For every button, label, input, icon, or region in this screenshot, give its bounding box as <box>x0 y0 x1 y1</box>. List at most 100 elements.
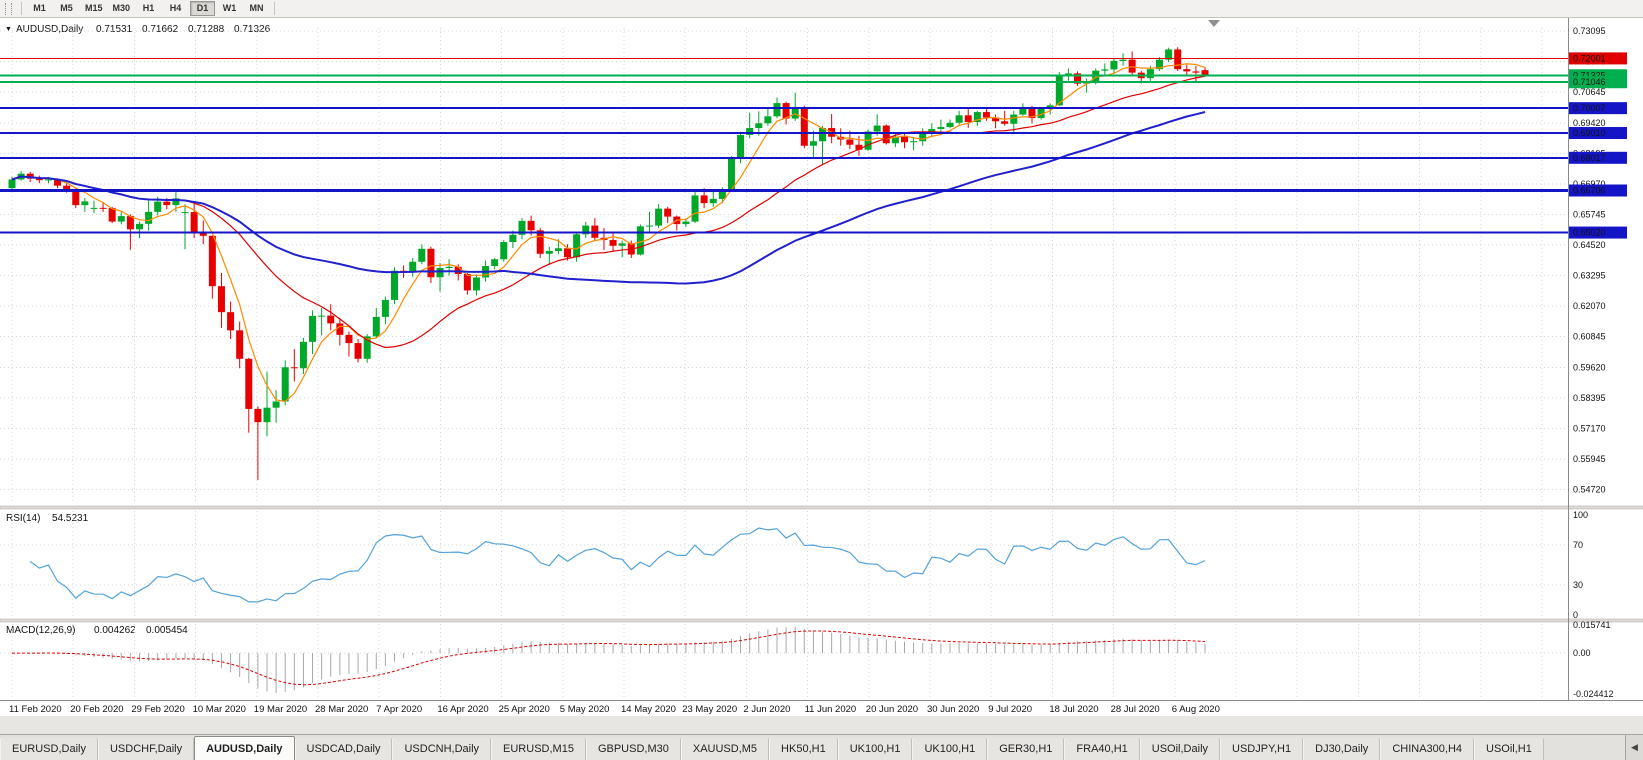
svg-text:28 Jul 2020: 28 Jul 2020 <box>1111 704 1160 715</box>
svg-text:0.70645: 0.70645 <box>1573 87 1606 97</box>
svg-text:0.54720: 0.54720 <box>1573 485 1606 495</box>
period-m30-button[interactable]: M30 <box>109 1 135 16</box>
grid-lines <box>0 28 1568 698</box>
tab-ger30-h1[interactable]: GER30,H1 <box>987 738 1065 760</box>
rsi-axis-labels: 100 70 30 0 <box>1573 510 1588 620</box>
moving-average-line <box>11 63 1206 403</box>
svg-text:16 Apr 2020: 16 Apr 2020 <box>437 704 488 715</box>
svg-text:20 Feb 2020: 20 Feb 2020 <box>70 704 123 715</box>
svg-text:11 Jun 2020: 11 Jun 2020 <box>805 704 857 715</box>
chart-shift-marker-icon[interactable] <box>1208 20 1220 27</box>
svg-text:0.69420: 0.69420 <box>1573 118 1606 128</box>
ohlc-open-value: 0.71531 <box>96 24 133 35</box>
svg-text:9 Jul 2020: 9 Jul 2020 <box>988 704 1032 715</box>
period-m15-button[interactable]: M15 <box>81 1 107 16</box>
date-labels: 11 Feb 2020 20 Feb 2020 29 Feb 2020 10 Mar … <box>9 704 1220 715</box>
svg-text:0.00: 0.00 <box>1573 648 1591 658</box>
tab-usdcad-daily[interactable]: USDCAD,Daily <box>294 738 393 760</box>
svg-text:23 May 2020: 23 May 2020 <box>682 704 737 715</box>
tab-gbpusd-m30[interactable]: GBPUSD,M30 <box>585 738 681 760</box>
macd-signal-value: 0.005454 <box>146 625 188 636</box>
tab-usdjpy-h1[interactable]: USDJPY,H1 <box>1220 738 1304 760</box>
svg-text:0: 0 <box>1573 610 1578 620</box>
svg-text:10 Mar 2020: 10 Mar 2020 <box>193 704 246 715</box>
svg-text:6 Aug 2020: 6 Aug 2020 <box>1172 704 1220 715</box>
svg-text:0.57170: 0.57170 <box>1573 423 1606 433</box>
tab-uk100-h1-2[interactable]: UK100,H1 <box>912 738 988 760</box>
svg-text:0.65020: 0.65020 <box>1573 228 1606 238</box>
tab-china300-h4[interactable]: CHINA300,H4 <box>1380 738 1475 760</box>
svg-text:30: 30 <box>1573 580 1583 590</box>
svg-text:100: 100 <box>1573 510 1588 520</box>
ohlc-low-value: 0.71288 <box>188 24 225 35</box>
macd-title: MACD(12,26,9) 0.004262 0.005454 <box>6 625 188 636</box>
tab-eurusd-daily[interactable]: EURUSD,Daily <box>0 738 98 760</box>
svg-text:0.70007: 0.70007 <box>1573 103 1606 113</box>
toolbar-separator <box>21 2 22 15</box>
period-m5-button[interactable]: M5 <box>54 1 79 16</box>
tab-xauusd-m5[interactable]: XAUUSD,M5 <box>680 738 770 760</box>
svg-text:2 Jun 2020: 2 Jun 2020 <box>743 704 790 715</box>
tab-scroll-left-button[interactable]: ◀ <box>1625 735 1643 760</box>
rsi-value: 54.5231 <box>52 513 89 524</box>
rsi-panel[interactable] <box>0 509 1643 619</box>
svg-text:11 Feb 2020: 11 Feb 2020 <box>9 704 62 715</box>
macd-label: MACD(12,26,9) <box>6 625 75 636</box>
moving-average-line <box>11 110 1206 285</box>
main-chart-area[interactable] <box>0 18 1643 506</box>
svg-text:28 Mar 2020: 28 Mar 2020 <box>315 704 368 715</box>
svg-text:0.58395: 0.58395 <box>1573 393 1606 403</box>
tab-audusd-daily[interactable]: AUDUSD,Daily <box>194 736 295 760</box>
chart-tabbar: EURUSD,Daily USDCHF,Daily AUDUSD,Daily U… <box>0 734 1643 760</box>
rsi-label: RSI(14) <box>6 513 40 524</box>
svg-text:0.59620: 0.59620 <box>1573 362 1606 372</box>
period-mn-button[interactable]: MN <box>244 1 269 16</box>
svg-text:7 Apr 2020: 7 Apr 2020 <box>376 704 422 715</box>
chart-dropdown-icon[interactable]: ▼ <box>5 26 12 33</box>
svg-text:19 Mar 2020: 19 Mar 2020 <box>254 704 307 715</box>
svg-text:0.63295: 0.63295 <box>1573 271 1606 281</box>
period-m1-button[interactable]: M1 <box>27 1 52 16</box>
period-w1-button[interactable]: W1 <box>217 1 242 16</box>
ohlc-close-value: 0.71326 <box>234 24 271 35</box>
toolbar-separator <box>274 2 276 15</box>
support-resistance-lines[interactable] <box>0 57 1568 234</box>
tab-fra40-h1[interactable]: FRA40,H1 <box>1064 738 1140 760</box>
svg-text:14 May 2020: 14 May 2020 <box>621 704 676 715</box>
svg-text:-0.024412: -0.024412 <box>1573 689 1614 699</box>
tab-usoil-h1[interactable]: USOil,H1 <box>1474 738 1544 760</box>
tab-uk100-h1[interactable]: UK100,H1 <box>837 738 913 760</box>
panel-separator[interactable] <box>0 505 1643 510</box>
tab-usoil-daily[interactable]: USOil,Daily <box>1139 738 1221 760</box>
price-chart[interactable]: ▼ AUDUSD,Daily 0.71531 0.71662 0.71288 0… <box>0 18 1643 716</box>
chart-symbol-label: AUDUSD,Daily <box>16 24 83 35</box>
tab-hk50-h1[interactable]: HK50,H1 <box>769 738 838 760</box>
svg-text:0.71046: 0.71046 <box>1573 77 1606 87</box>
panel-separator[interactable] <box>0 618 1643 623</box>
svg-text:0.60845: 0.60845 <box>1573 332 1606 342</box>
macd-panel[interactable] <box>0 622 1643 700</box>
moving-average-line <box>11 75 1206 349</box>
period-h1-button[interactable]: H1 <box>136 1 161 16</box>
chart-title: AUDUSD,Daily 0.71531 0.71662 0.71288 0.7… <box>16 24 271 35</box>
svg-text:0.71325: 0.71325 <box>1573 70 1606 80</box>
rsi-line <box>29 527 1206 603</box>
svg-text:0.69010: 0.69010 <box>1573 128 1606 138</box>
svg-text:0.68017: 0.68017 <box>1573 153 1606 163</box>
macd-main-value: 0.004262 <box>94 625 136 636</box>
period-h4-button[interactable]: H4 <box>163 1 188 16</box>
svg-text:0.015741: 0.015741 <box>1573 620 1611 630</box>
toolbar-grip[interactable] <box>5 2 12 15</box>
period-d1-button[interactable]: D1 <box>190 1 216 16</box>
time-axis[interactable] <box>0 700 1643 716</box>
tab-usdchf-daily[interactable]: USDCHF,Daily <box>97 738 195 760</box>
tab-usdcnh-daily[interactable]: USDCNH,Daily <box>392 738 492 760</box>
svg-text:25 Apr 2020: 25 Apr 2020 <box>499 704 550 715</box>
tab-dj30-daily[interactable]: DJ30,Daily <box>1303 738 1381 760</box>
svg-text:0.55945: 0.55945 <box>1573 454 1606 464</box>
periods-toolbar: M1 M5 M15 M30 H1 H4 D1 W1 MN <box>0 0 1643 18</box>
svg-text:0.73095: 0.73095 <box>1573 26 1606 36</box>
svg-text:0.66970: 0.66970 <box>1573 179 1606 189</box>
tab-eurusd-m15[interactable]: EURUSD,M15 <box>491 738 586 760</box>
